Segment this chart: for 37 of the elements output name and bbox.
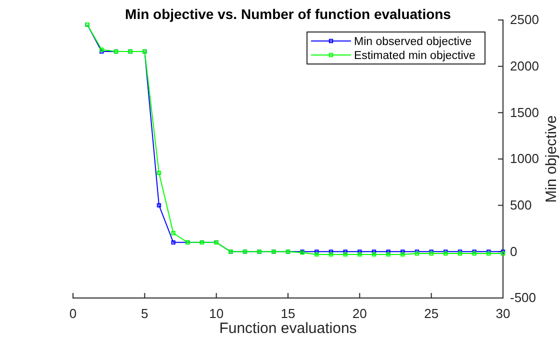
point xyxy=(386,252,390,257)
x-tick-label: 20 xyxy=(352,306,367,321)
point xyxy=(343,250,348,254)
point xyxy=(314,250,319,254)
legend-label: Estimated min objective xyxy=(354,50,476,62)
x-tick-label: 10 xyxy=(209,306,224,321)
point xyxy=(372,250,376,254)
point xyxy=(171,240,176,244)
x-axis-title: Function evaluations xyxy=(219,320,357,337)
point xyxy=(156,170,162,175)
y-tick-label: 0 xyxy=(510,244,518,259)
chart-title: Min objective vs. Number of function evaluations xyxy=(125,6,452,22)
x-tick-label: 0 xyxy=(69,306,77,321)
y-tick-label: 500 xyxy=(510,197,532,212)
point xyxy=(343,252,348,257)
point xyxy=(328,252,334,257)
point xyxy=(372,252,376,257)
y-tick-label: 2000 xyxy=(510,58,539,74)
x-tick-label: 30 xyxy=(496,306,510,321)
point xyxy=(400,252,405,257)
point xyxy=(314,252,319,257)
y-tick-label: -500 xyxy=(510,290,536,306)
y-tick-label: 1500 xyxy=(510,104,539,120)
y-tick-label: 1000 xyxy=(510,151,539,166)
point xyxy=(358,250,362,254)
point xyxy=(358,252,362,257)
y-tick-label: 2500 xyxy=(510,12,539,28)
point xyxy=(171,231,176,236)
x-tick-label: 5 xyxy=(141,306,148,321)
point xyxy=(400,250,405,254)
point xyxy=(328,250,334,254)
point xyxy=(386,250,390,254)
x-tick-label: 15 xyxy=(280,306,296,321)
y-axis-title: Min objective xyxy=(543,115,560,203)
point xyxy=(156,203,162,208)
legend-label: Min observed objective xyxy=(354,36,472,48)
x-tick-label: 25 xyxy=(424,306,439,321)
